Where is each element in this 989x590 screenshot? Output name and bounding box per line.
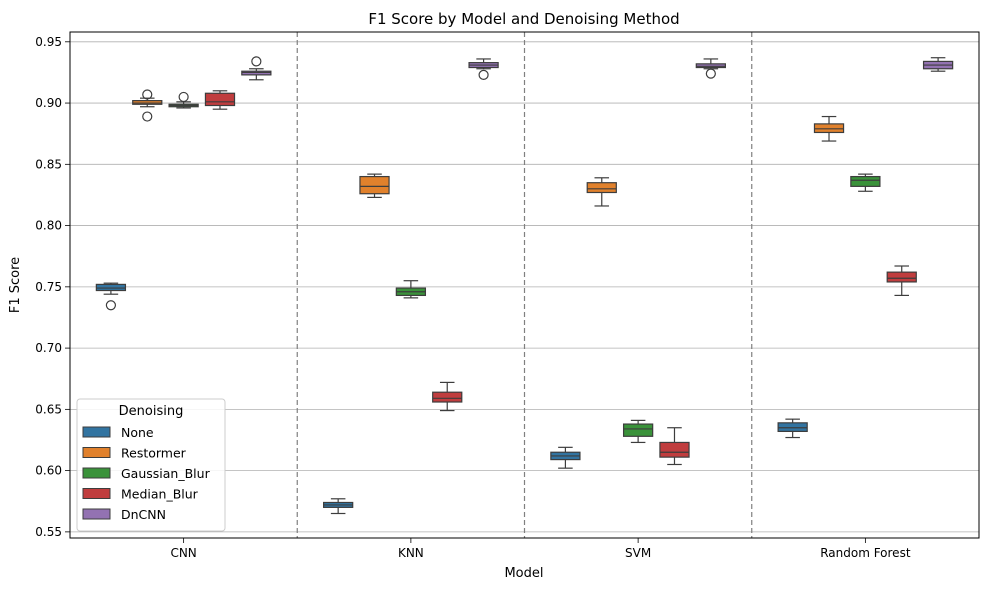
legend-title: Denoising	[119, 404, 184, 419]
outlier-point	[478, 69, 489, 80]
legend-label: Median_Blur	[121, 487, 199, 502]
y-tick-label: 0.75	[35, 280, 62, 294]
box-none	[550, 446, 581, 469]
legend-label: Gaussian_Blur	[121, 466, 211, 481]
box-iqr	[777, 422, 808, 433]
legend-swatch	[82, 426, 111, 438]
outlier-point	[142, 89, 153, 100]
box-iqr	[204, 92, 236, 107]
y-tick-label: 0.60	[35, 464, 62, 478]
legend-swatch	[82, 488, 111, 499]
x-tick-label: Random Forest	[820, 546, 911, 560]
boxes	[95, 56, 954, 515]
box-median-blur	[886, 265, 917, 297]
box-restormer	[132, 89, 163, 122]
y-tick-label: 0.55	[35, 525, 62, 539]
box-iqr	[359, 175, 390, 195]
box-median-blur	[659, 427, 690, 466]
box-iqr	[813, 123, 845, 134]
y-tick-label: 0.65	[35, 402, 62, 416]
outlier-point	[142, 111, 153, 122]
legend-swatch	[82, 508, 111, 520]
box-dncnn	[468, 58, 499, 80]
y-tick-label: 0.70	[35, 341, 62, 355]
y-axis-ticks: 0.55 0.60 0.65 0.70 0.75 0.80 0.85 0.90 0.95	[35, 35, 70, 539]
box-restormer	[586, 177, 617, 207]
box-none	[323, 498, 354, 515]
box-gaussian-blur	[395, 280, 427, 299]
box-gaussian-blur	[850, 173, 881, 192]
model-separators	[296, 32, 753, 538]
y-axis-label: F1 Score	[8, 257, 23, 313]
box-restormer	[813, 115, 845, 142]
box-iqr	[95, 283, 127, 292]
outlier-point	[105, 300, 117, 311]
x-axis-label: Model	[504, 566, 543, 581]
box-iqr	[659, 441, 690, 458]
y-tick-label: 0.90	[35, 96, 62, 110]
box-iqr	[432, 391, 463, 403]
box-dncnn	[695, 58, 726, 79]
x-tick-label: CNN	[170, 546, 196, 560]
y-tick-label: 0.80	[35, 219, 62, 233]
legend: Denoising None Restormer Gaussian_Blur Medi…	[76, 398, 226, 532]
box-iqr	[241, 70, 272, 76]
box-iqr	[695, 63, 726, 69]
box-dncnn	[922, 57, 954, 72]
outlier-point	[251, 56, 262, 67]
legend-frame	[76, 398, 226, 532]
legend-label: Restormer	[121, 446, 187, 461]
legend-swatch	[82, 447, 111, 458]
legend-label: None	[121, 425, 154, 440]
box-median-blur	[204, 90, 236, 110]
box-gaussian-blur	[168, 91, 199, 109]
legend-swatch	[82, 467, 111, 479]
x-axis-ticks: CNN KNN SVM Random Forest	[170, 538, 911, 560]
outlier-point	[705, 68, 716, 79]
x-tick-label: SVM	[625, 546, 651, 560]
y-tick-label: 0.85	[35, 157, 62, 171]
box-dncnn	[241, 56, 272, 81]
x-tick-label: KNN	[398, 546, 424, 560]
plot-frame	[69, 31, 980, 539]
box-iqr	[850, 175, 881, 187]
box-iqr	[586, 182, 617, 194]
chart-title: F1 Score by Model and Denoising Method	[368, 10, 679, 28]
box-none	[777, 418, 808, 439]
box-restormer	[359, 173, 390, 198]
box-iqr	[132, 100, 163, 105]
box-iqr	[886, 271, 917, 283]
box-gaussian-blur	[622, 419, 654, 444]
outlier-point	[178, 91, 189, 103]
box-median-blur	[432, 381, 463, 412]
y-tick-label: 0.95	[35, 35, 62, 49]
box-iqr	[622, 423, 654, 437]
box-none	[95, 282, 127, 311]
legend-label: DnCNN	[121, 507, 166, 522]
legend-items: None Restormer Gaussian_Blur Median_Blur DnC…	[82, 425, 211, 522]
